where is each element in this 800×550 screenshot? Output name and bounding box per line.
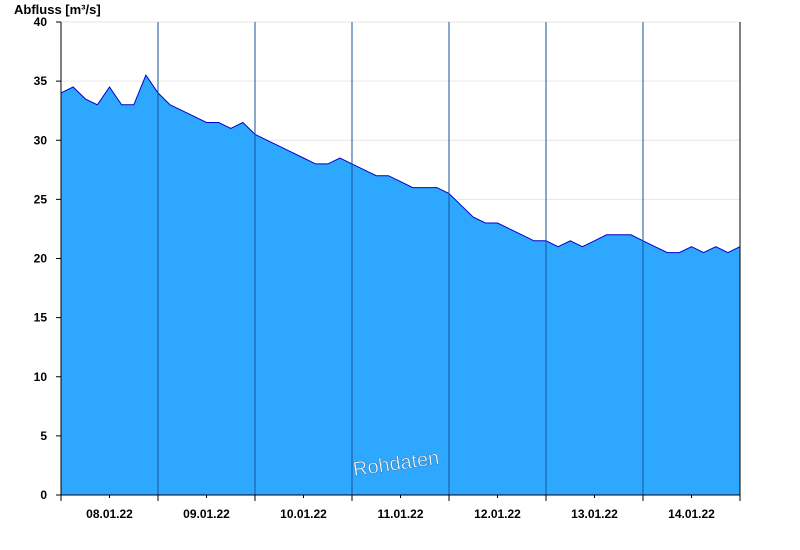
y-tick-label: 30 (34, 133, 48, 147)
x-tick-label: 13.01.22 (571, 507, 618, 521)
x-tick-label: 08.01.22 (86, 507, 133, 521)
x-tick-label: 11.01.22 (377, 507, 423, 521)
axes: 0 5 10 15 20 25 30 35 40 08.01.22 09.01.22 10.01.22… (34, 15, 741, 521)
y-tick-label: 10 (34, 370, 48, 384)
series-line (60, 74, 741, 254)
series-area (61, 75, 740, 495)
y-tick-label: 20 (34, 252, 48, 266)
y-tick-label: 40 (34, 15, 48, 29)
y-axis-label: Abfluss [m³/s] (14, 2, 101, 17)
x-tick-label: 10.01.22 (280, 507, 327, 521)
y-tick-label: 35 (34, 74, 48, 88)
x-tick-label: 14.01.22 (668, 507, 715, 521)
y-tick-label: 0 (40, 488, 47, 502)
day-separators (157, 22, 644, 495)
y-tick-label: 5 (40, 429, 47, 443)
area-layer (60, 74, 741, 495)
x-tick-label: 12.01.22 (474, 507, 521, 521)
y-tick-label: 25 (34, 192, 48, 206)
x-tick-label: 09.01.22 (183, 507, 230, 521)
y-tick-label: 15 (34, 311, 48, 325)
